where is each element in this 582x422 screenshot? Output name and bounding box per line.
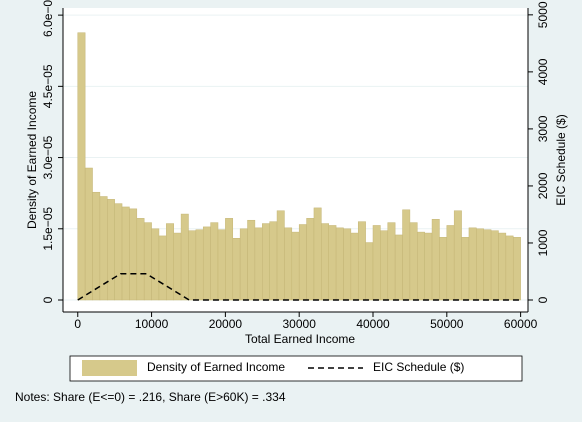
bar [247, 219, 256, 301]
bar [476, 228, 484, 301]
bar [505, 235, 514, 301]
legend-label: Density of Earned Income [147, 360, 285, 374]
y2-axis-title: EIC Schedule ($) [554, 114, 568, 205]
bar [291, 231, 300, 301]
y-tick-label: 4.5e−05 [41, 64, 55, 108]
bar [180, 213, 189, 301]
x-tick-label: 50000 [430, 317, 464, 331]
bar [343, 228, 352, 301]
bar [217, 229, 226, 301]
y-tick-label: 0 [41, 296, 55, 303]
x-tick-label: 40000 [356, 317, 390, 331]
bar [276, 210, 285, 301]
legend-label: EIC Schedule ($) [373, 360, 464, 374]
bar [372, 225, 381, 301]
y-tick-label: 1.5e−05 [41, 207, 55, 251]
x-tick-label: 10000 [135, 317, 169, 331]
bar [439, 237, 448, 301]
bar [490, 230, 499, 301]
y2-tick-label: 5000 [536, 1, 550, 28]
bar [151, 228, 160, 301]
x-axis-title: Total Earned Income [245, 332, 355, 346]
bar [210, 222, 219, 301]
y2-tick-label: 1000 [536, 229, 550, 256]
bar [321, 223, 329, 301]
bar [409, 222, 418, 301]
bar [394, 234, 403, 301]
bar [424, 232, 433, 301]
bar [335, 227, 344, 301]
y2-tick-label: 3000 [536, 115, 550, 142]
x-tick-label: 20000 [209, 317, 243, 331]
bar [387, 222, 396, 301]
y-axis-title: Density of Earned Income [25, 91, 39, 229]
bar [357, 221, 366, 301]
bar [136, 218, 145, 301]
bar [232, 238, 241, 301]
bar [512, 237, 521, 301]
bar [225, 218, 234, 301]
bar [262, 223, 270, 301]
y2-tick-label: 4000 [536, 58, 550, 85]
bar [173, 232, 182, 301]
x-tick-label: 60000 [504, 317, 538, 331]
bar [195, 229, 204, 301]
y-tick-label: 3.0e−05 [41, 135, 55, 179]
x-tick-label: 0 [74, 317, 81, 331]
bar [84, 167, 93, 301]
bar [453, 210, 462, 301]
bar [92, 191, 101, 301]
legend-box [69, 355, 523, 382]
y-tick-label: 6.0e−05 [41, 0, 55, 37]
bar [498, 232, 507, 301]
bar [129, 208, 138, 301]
bar [446, 225, 455, 301]
bar [143, 222, 152, 301]
bar [402, 209, 411, 301]
bar [239, 228, 248, 301]
bar [306, 218, 315, 301]
y2-tick-label: 2000 [536, 172, 550, 199]
bar [107, 199, 115, 301]
bar [77, 32, 86, 301]
bar [254, 227, 263, 301]
bar [313, 207, 322, 301]
bar [431, 219, 440, 301]
bar [158, 235, 167, 301]
note: Notes: Share (E<=0) = .216, Share (E>60K… [15, 390, 286, 404]
bar [121, 206, 130, 301]
line [77, 273, 521, 301]
bar [202, 226, 211, 301]
bar [114, 203, 123, 301]
bar [468, 227, 477, 301]
bar [298, 224, 307, 301]
bar [350, 232, 359, 301]
bar [417, 231, 425, 301]
bar [365, 242, 374, 301]
x-tick-label: 30000 [283, 317, 317, 331]
bar [188, 230, 197, 301]
bar [284, 227, 293, 301]
bar [380, 230, 389, 301]
bar [328, 225, 337, 301]
y2-tick-label: 0 [536, 296, 550, 303]
legend-swatch [82, 360, 137, 376]
bar [461, 237, 470, 301]
bar [483, 229, 492, 301]
bar [269, 221, 278, 301]
